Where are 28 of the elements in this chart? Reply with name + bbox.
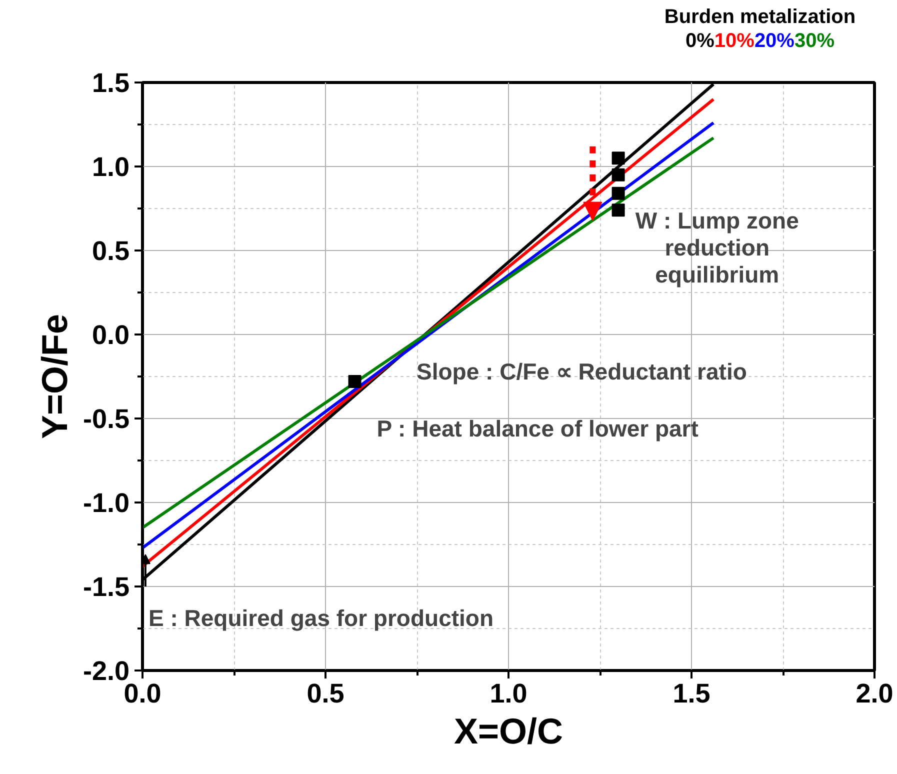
x-tick-label: 0.5 bbox=[306, 678, 344, 708]
x-tick-label: 0.0 bbox=[124, 678, 162, 708]
y-tick-label: 1.0 bbox=[92, 152, 130, 182]
x-tick-label: 2.0 bbox=[856, 678, 894, 708]
text: 10% bbox=[714, 30, 754, 52]
series-label: 0% bbox=[686, 30, 714, 52]
y-tick-label: 0.5 bbox=[92, 236, 130, 266]
y-axis-title: Y=O/Fe bbox=[34, 314, 75, 440]
point bbox=[612, 186, 625, 200]
y-tick-label: 1.5 bbox=[92, 68, 130, 98]
point bbox=[612, 152, 625, 165]
annotation: P : Heat balance of lower part bbox=[376, 416, 699, 442]
point bbox=[348, 375, 362, 388]
annotation: E : Required gas for production bbox=[148, 604, 494, 631]
x-axis-title: X=O/C bbox=[454, 710, 564, 752]
annotation: W : Lump zone reduction equilibrium bbox=[635, 207, 799, 288]
point bbox=[612, 168, 625, 182]
legend-title: Burden metalization bbox=[664, 6, 856, 28]
y-tick-label: -1.5 bbox=[82, 572, 130, 602]
point bbox=[612, 204, 625, 217]
x-tick-label: 1.5 bbox=[672, 678, 710, 708]
annotation: Slope : C/Fe ∝ Reductant ratio bbox=[416, 358, 747, 384]
y-tick-label: -1.0 bbox=[82, 488, 130, 518]
y-tick-label: 0.0 bbox=[92, 320, 130, 350]
text: 20% bbox=[754, 30, 794, 52]
y-tick-label: -0.5 bbox=[82, 404, 130, 434]
text: 30% bbox=[794, 30, 834, 52]
x-tick-label: 1.0 bbox=[490, 678, 528, 708]
